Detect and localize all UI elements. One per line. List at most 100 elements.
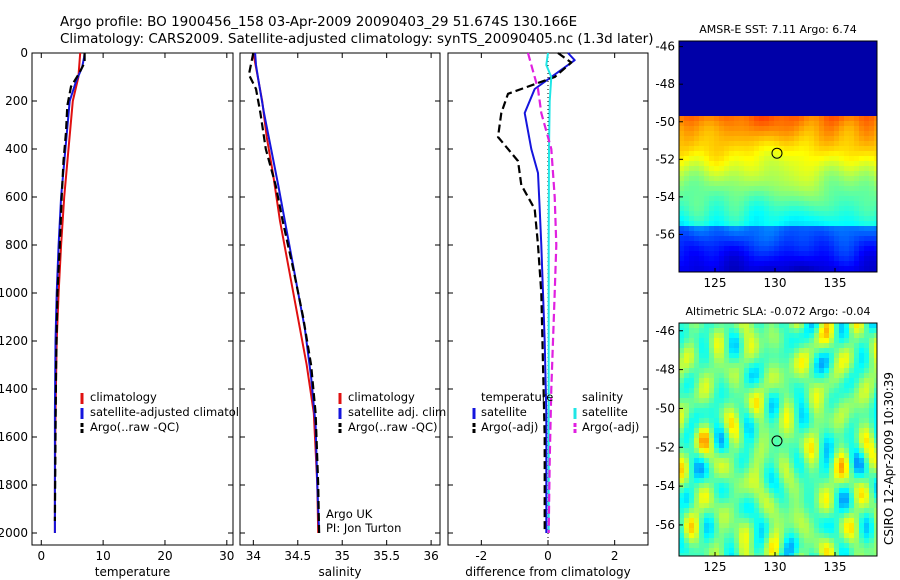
map-cell bbox=[749, 518, 755, 524]
map-cell bbox=[874, 438, 878, 444]
map-cell bbox=[699, 503, 705, 509]
map-cell bbox=[859, 478, 865, 484]
map-cell bbox=[764, 528, 770, 534]
map-cell bbox=[764, 548, 770, 554]
map-cell bbox=[689, 413, 695, 419]
map-cell bbox=[804, 161, 810, 167]
map-cell bbox=[804, 423, 810, 429]
map-cell bbox=[789, 358, 795, 364]
map-cell bbox=[839, 363, 845, 369]
map-cell bbox=[774, 81, 780, 87]
map-cell bbox=[744, 61, 750, 67]
map-cell bbox=[839, 196, 845, 202]
map-cell bbox=[784, 538, 790, 544]
map-cell bbox=[809, 518, 815, 524]
map-cell bbox=[749, 146, 755, 152]
map-cell bbox=[784, 498, 790, 504]
map-cell bbox=[754, 523, 760, 529]
map-cell bbox=[769, 423, 775, 429]
map-cell bbox=[854, 438, 860, 444]
map-cell bbox=[719, 433, 725, 439]
map-cell bbox=[749, 533, 755, 539]
map-cell bbox=[744, 428, 750, 434]
map-cell bbox=[859, 106, 865, 112]
map-cell bbox=[789, 393, 795, 399]
map-cell bbox=[719, 398, 725, 404]
map-cell bbox=[729, 388, 735, 394]
map-cell bbox=[729, 166, 735, 172]
map-cell bbox=[869, 191, 875, 197]
map-cell bbox=[824, 533, 830, 539]
map-cell bbox=[714, 433, 720, 439]
map-cell bbox=[689, 81, 695, 87]
map-cell bbox=[849, 251, 855, 257]
map-cell bbox=[684, 221, 690, 227]
map-cell bbox=[684, 181, 690, 187]
map-cell bbox=[774, 528, 780, 534]
map-cell bbox=[834, 231, 840, 237]
map-cell bbox=[714, 181, 720, 187]
map-cell bbox=[874, 513, 878, 519]
map-cell bbox=[874, 483, 878, 489]
map-cell bbox=[854, 518, 860, 524]
map-cell bbox=[754, 56, 760, 62]
map-cell bbox=[739, 403, 745, 409]
map-cell bbox=[724, 131, 730, 137]
map-cell bbox=[759, 66, 765, 72]
map-cell bbox=[779, 483, 785, 489]
map-cell bbox=[869, 106, 875, 112]
map-cell bbox=[729, 463, 735, 469]
map-cell bbox=[729, 323, 735, 329]
map-cell bbox=[839, 56, 845, 62]
map-cell bbox=[784, 241, 790, 247]
map-cell bbox=[699, 433, 705, 439]
map-cell bbox=[709, 523, 715, 529]
map-cell bbox=[774, 236, 780, 242]
map-cell bbox=[714, 126, 720, 132]
map-cell bbox=[844, 373, 850, 379]
map-cell bbox=[694, 398, 700, 404]
map-cell bbox=[829, 46, 835, 52]
map-cell bbox=[714, 186, 720, 192]
map-cell bbox=[724, 241, 730, 247]
map-cell bbox=[764, 231, 770, 237]
map-cell bbox=[754, 473, 760, 479]
map-cell bbox=[764, 211, 770, 217]
map-cell bbox=[704, 246, 710, 252]
map-cell bbox=[699, 41, 705, 47]
map-cell bbox=[859, 126, 865, 132]
map-cell bbox=[704, 483, 710, 489]
map-cell bbox=[729, 251, 735, 257]
map-cell bbox=[774, 478, 780, 484]
map-cell bbox=[749, 523, 755, 529]
map-cell bbox=[819, 498, 825, 504]
map-cell bbox=[854, 483, 860, 489]
map-cell bbox=[859, 41, 865, 47]
map-cell bbox=[744, 76, 750, 82]
map-cell bbox=[724, 503, 730, 509]
map-cell bbox=[849, 171, 855, 177]
map-cell bbox=[689, 503, 695, 509]
map-cell bbox=[774, 96, 780, 102]
map-cell bbox=[729, 353, 735, 359]
map-cell bbox=[814, 528, 820, 534]
map-cell bbox=[824, 106, 830, 112]
map-cell bbox=[709, 261, 715, 267]
map-cell bbox=[744, 151, 750, 157]
map-cell bbox=[839, 418, 845, 424]
map-cell bbox=[814, 186, 820, 192]
map-cell bbox=[799, 488, 805, 494]
map-cell bbox=[849, 246, 855, 252]
map-cell bbox=[699, 201, 705, 207]
map-cell bbox=[779, 191, 785, 197]
series-line-argo-raw-qc- bbox=[247, 52, 321, 534]
map-cell bbox=[779, 251, 785, 257]
map-cell bbox=[799, 368, 805, 374]
map-cell bbox=[804, 76, 810, 82]
map-cell bbox=[724, 408, 730, 414]
map-cell bbox=[839, 241, 845, 247]
map-cell bbox=[819, 41, 825, 47]
map-cell bbox=[679, 398, 685, 404]
map-cell bbox=[709, 453, 715, 459]
map-cell bbox=[704, 343, 710, 349]
